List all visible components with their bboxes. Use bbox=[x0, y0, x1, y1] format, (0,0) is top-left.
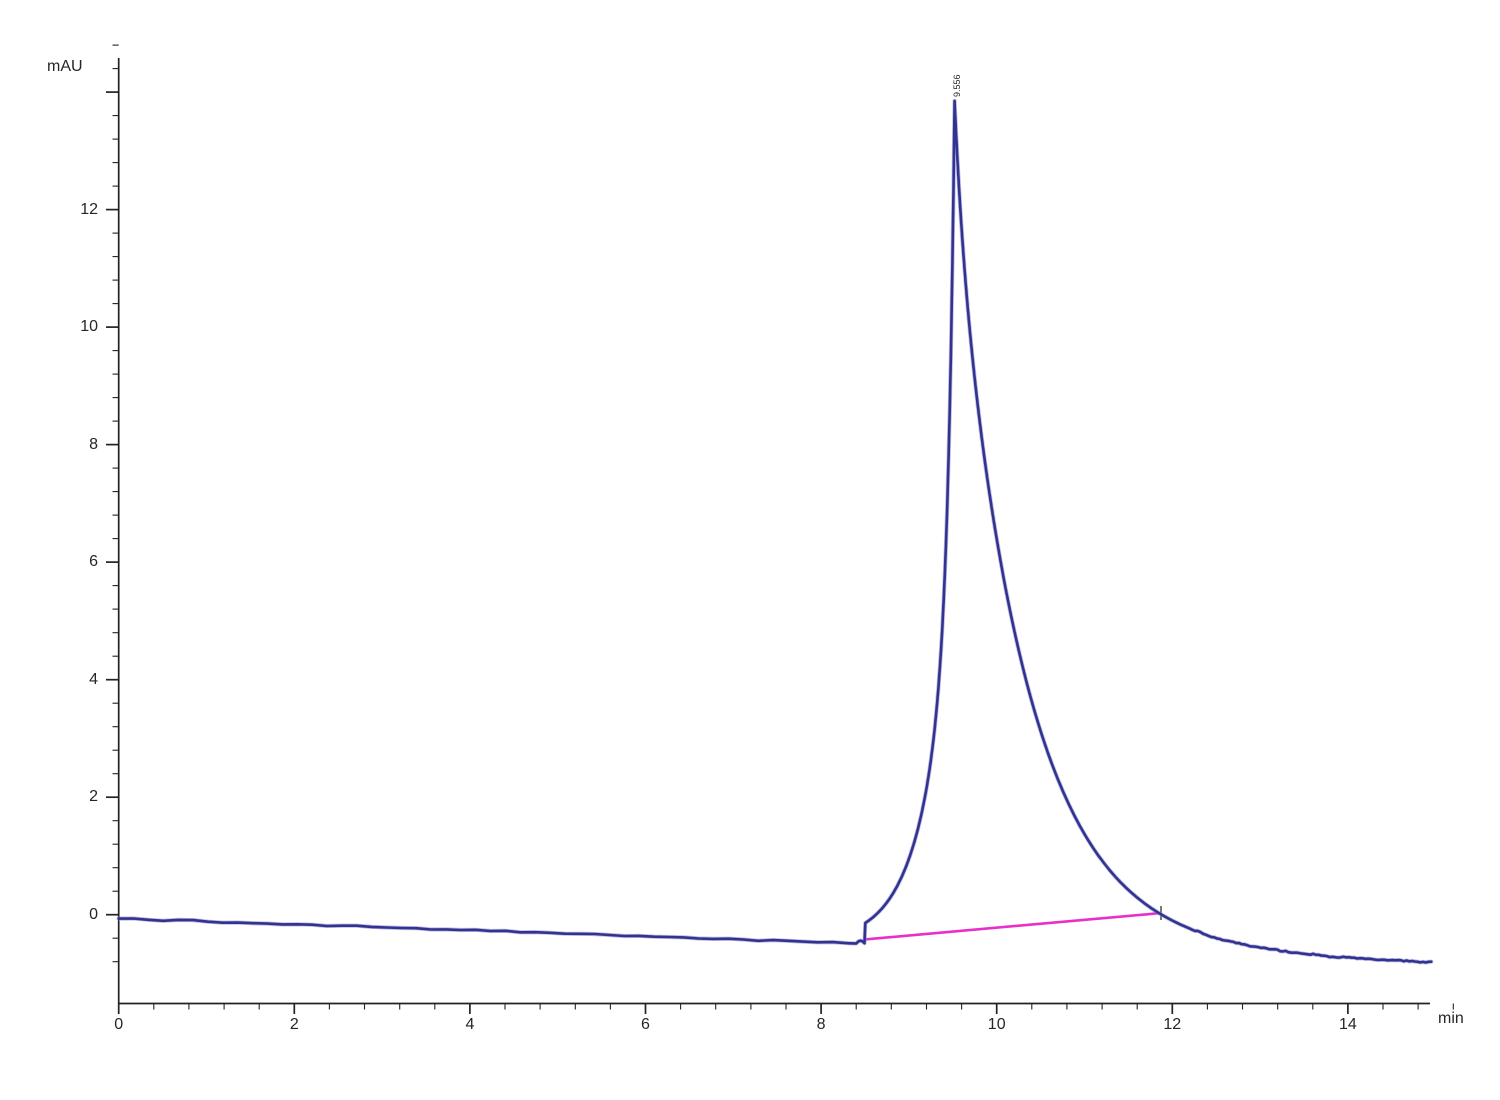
svg-text:9.556: 9.556 bbox=[952, 74, 962, 97]
